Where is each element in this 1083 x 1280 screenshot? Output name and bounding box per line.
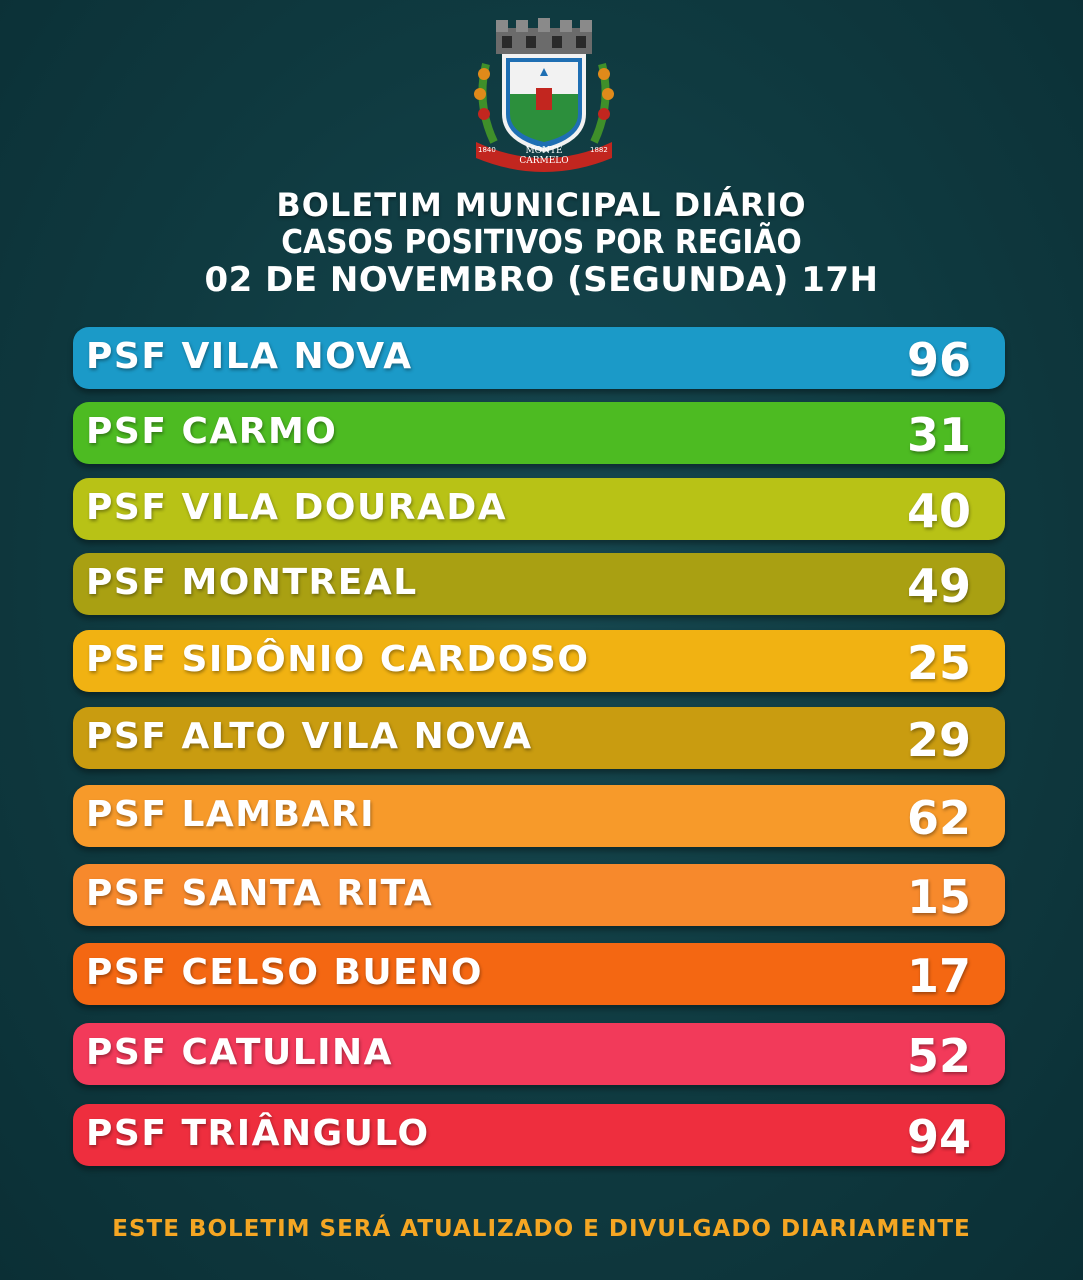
region-row: PSF CELSO BUENO 17 [73,943,1005,1005]
region-row: PSF SANTA RITA 15 [73,864,1005,926]
crest-year-right: 1882 [590,146,608,154]
footer-note: ESTE BOLETIM SERÁ ATUALIZADO E DIVULGADO… [112,1216,971,1242]
region-row: PSF SIDÔNIO CARDOSO 25 [73,630,1005,692]
region-name: PSF CATULINA [86,1032,394,1073]
region-row: PSF MONTREAL 49 [73,553,1005,615]
region-row: PSF ALTO VILA NOVA 29 [73,707,1005,769]
bulletin-title: BOLETIM MUNICIPAL DIÁRIO [276,186,807,224]
region-name: PSF CELSO BUENO [86,952,483,993]
region-count: 49 [906,559,971,613]
bulletin-subtitle: CASOS POSITIVOS POR REGIÃO [281,222,802,261]
region-count: 40 [906,484,971,538]
region-name: PSF SANTA RITA [86,873,434,914]
region-name: PSF VILA DOURADA [86,487,508,528]
region-count: 29 [906,713,971,767]
region-count: 96 [906,333,971,387]
region-count: 25 [906,636,971,690]
crest-year-left: 1840 [478,146,496,154]
region-count: 15 [906,870,971,924]
region-count: 62 [906,791,971,845]
region-row: PSF CARMO 31 [73,402,1005,464]
region-name: PSF MONTREAL [86,562,418,603]
region-name: PSF TRIÂNGULO [86,1113,430,1154]
municipal-crest: MONTE CARMELO 1840 1882 [466,14,622,174]
bulletin-date: 02 DE NOVEMBRO (SEGUNDA) 17H [204,260,879,300]
region-row: PSF VILA DOURADA 40 [73,478,1005,540]
region-name: PSF LAMBARI [86,794,375,835]
region-row: PSF VILA NOVA 96 [73,327,1005,389]
region-row: PSF CATULINA 52 [73,1023,1005,1085]
region-count: 31 [906,408,971,462]
bulletin-header: BOLETIM MUNICIPAL DIÁRIO CASOS POSITIVOS… [0,186,1083,300]
region-row: PSF TRIÂNGULO 94 [73,1104,1005,1166]
region-name: PSF ALTO VILA NOVA [86,716,533,757]
region-name: PSF SIDÔNIO CARDOSO [86,639,590,680]
region-count: 94 [906,1110,971,1164]
region-name: PSF VILA NOVA [86,336,413,377]
region-name: PSF CARMO [86,411,338,452]
crest-label: MONTE CARMELO [519,146,569,166]
region-count: 17 [906,949,971,1003]
region-count: 52 [906,1029,971,1083]
region-row: PSF LAMBARI 62 [73,785,1005,847]
